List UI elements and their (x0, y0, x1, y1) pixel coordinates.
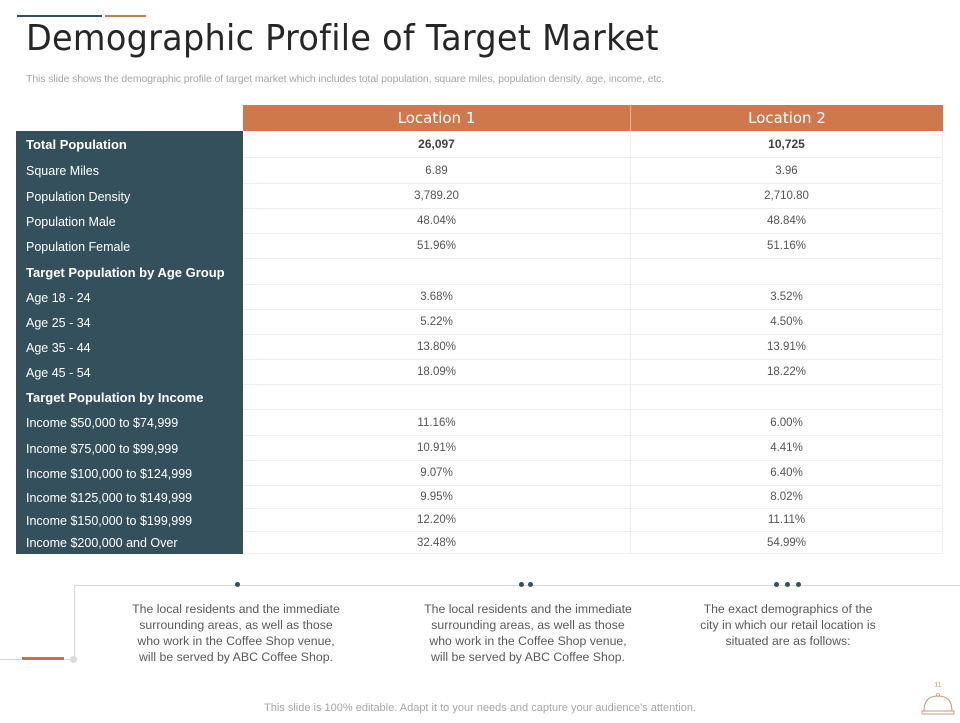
cell-location-1: 48.04% (243, 209, 631, 234)
cell-location-1 (243, 259, 631, 285)
row-label: Population Density (16, 184, 243, 209)
connector-node (70, 656, 77, 663)
row-label: Income $200,000 and Over (16, 532, 243, 554)
cell-location-1: 3,789.20 (243, 184, 631, 209)
table-row: Income $200,000 and Over 32.48% 54.99% (16, 532, 943, 554)
cell-location-1: 11.16% (243, 410, 631, 436)
cell-location-2: 48.84% (631, 209, 943, 234)
table-row: Income $75,000 to $99,999 10.91% 4.41% (16, 436, 943, 461)
row-label: Age 35 - 44 (16, 335, 243, 360)
table-header: Location 1 Location 2 (243, 105, 943, 131)
table-row: Population Density 3,789.20 2,710.80 (16, 184, 943, 209)
cell-location-2: 8.02% (631, 486, 943, 509)
row-label: Income $100,000 to $124,999 (16, 461, 243, 486)
row-label: Target Population by Income (16, 385, 243, 410)
cell-location-1: 10.91% (243, 436, 631, 461)
row-label: Age 18 - 24 (16, 285, 243, 310)
cell-location-1: 5.22% (243, 310, 631, 335)
cell-location-2: 3.52% (631, 285, 943, 310)
table-row: Income $100,000 to $124,999 9.07% 6.40% (16, 461, 943, 486)
page-number: 11 (934, 682, 942, 689)
cell-location-2: 2,710.80 (631, 184, 943, 209)
cell-location-2: 13.91% (631, 335, 943, 360)
connector-line-top (74, 585, 960, 586)
cell-location-2: 54.99% (631, 532, 943, 554)
cell-location-2: 3.96 (631, 158, 943, 184)
page-title: Demographic Profile of Target Market (26, 18, 659, 59)
row-label: Total Population (16, 131, 243, 158)
table-row: Age 25 - 34 5.22% 4.50% (16, 310, 943, 335)
note-3: The exact demographics of the city in wh… (700, 602, 876, 648)
table-row: Age 18 - 24 3.68% 3.52% (16, 285, 943, 310)
dot-icon-3b (785, 582, 790, 587)
page-subtitle: This slide shows the demographic profile… (26, 73, 665, 85)
title-accent-dark (17, 15, 102, 17)
row-label: Income $75,000 to $99,999 (16, 436, 243, 461)
cell-location-2: 10,725 (631, 131, 943, 158)
row-label: Income $150,000 to $199,999 (16, 509, 243, 532)
table-row: Target Population by Income (16, 385, 943, 410)
footer-text: This slide is 100% editable. Adapt it to… (264, 702, 696, 714)
column-header-location-2: Location 2 (631, 105, 943, 131)
cell-location-2: 51.16% (631, 234, 943, 259)
row-label: Population Female (16, 234, 243, 259)
row-label: Age 45 - 54 (16, 360, 243, 385)
table-row: Population Male 48.04% 48.84% (16, 209, 943, 234)
row-label: Income $50,000 to $74,999 (16, 410, 243, 436)
column-header-location-1: Location 1 (243, 105, 631, 131)
table-row: Income $50,000 to $74,999 11.16% 6.00% (16, 410, 943, 436)
cell-location-2: 4.50% (631, 310, 943, 335)
table-row: Total Population 26,097 10,725 (16, 131, 943, 158)
cell-location-1: 6.89 (243, 158, 631, 184)
cell-location-1: 32.48% (243, 532, 631, 554)
dot-icon-3c (796, 582, 801, 587)
cell-location-1: 3.68% (243, 285, 631, 310)
cell-location-2: 4.41% (631, 436, 943, 461)
cell-location-1: 26,097 (243, 131, 631, 158)
row-label: Population Male (16, 209, 243, 234)
cell-location-1: 51.96% (243, 234, 631, 259)
cell-location-2: 18.22% (631, 360, 943, 385)
dot-icon-2b (528, 582, 533, 587)
table-row: Age 35 - 44 13.80% 13.91% (16, 335, 943, 360)
cell-location-1: 18.09% (243, 360, 631, 385)
row-label: Income $125,000 to $149,999 (16, 486, 243, 509)
table-body: Total Population 26,097 10,725 Square Miles… (16, 131, 943, 554)
row-label: Target Population by Age Group (16, 259, 243, 285)
cell-location-2: 6.40% (631, 461, 943, 486)
cell-location-1 (243, 385, 631, 410)
cell-location-2: 11.11% (631, 509, 943, 532)
connector-vertical (74, 585, 75, 659)
row-label: Square Miles (16, 158, 243, 184)
table-row: Square Miles 6.89 3.96 (16, 158, 943, 184)
table-row: Age 45 - 54 18.09% 18.22% (16, 360, 943, 385)
row-label: Age 25 - 34 (16, 310, 243, 335)
cell-location-2: 6.00% (631, 410, 943, 436)
dot-icon-3a (774, 582, 779, 587)
cell-location-1: 9.95% (243, 486, 631, 509)
cell-location-2 (631, 259, 943, 285)
table-row: Population Female 51.96% 51.16% (16, 234, 943, 259)
dot-icon-1 (235, 582, 240, 587)
cell-location-1: 9.07% (243, 461, 631, 486)
connector-orange-accent (22, 657, 64, 660)
title-accent-orange (105, 15, 146, 17)
dot-icon-2a (519, 582, 524, 587)
table-row: Income $125,000 to $149,999 9.95% 8.02% (16, 486, 943, 509)
table-row: Income $150,000 to $199,999 12.20% 11.11% (16, 509, 943, 532)
cloche-icon: 11 (918, 682, 958, 718)
cell-location-1: 12.20% (243, 509, 631, 532)
table-row: Target Population by Age Group (16, 259, 943, 285)
note-1: The local residents and the immediate su… (132, 602, 340, 664)
cell-location-2 (631, 385, 943, 410)
note-2: The local residents and the immediate su… (424, 602, 632, 664)
cell-location-1: 13.80% (243, 335, 631, 360)
